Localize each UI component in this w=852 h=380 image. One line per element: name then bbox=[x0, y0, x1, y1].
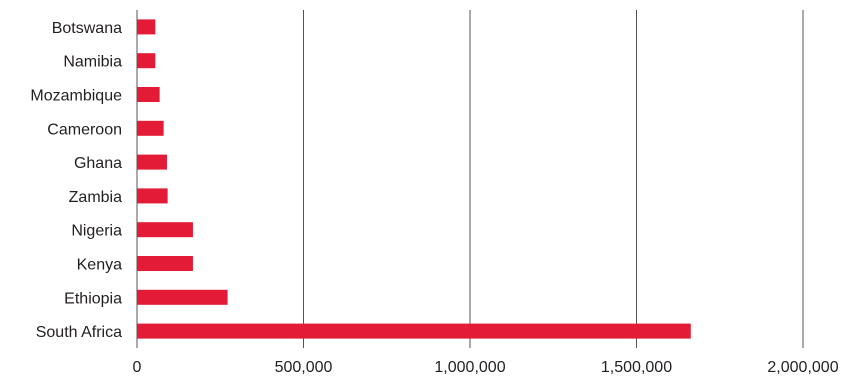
gridlines bbox=[136, 10, 804, 348]
bar bbox=[137, 154, 167, 170]
tick-labels: 0 500,000 1,000,000 1,500,000 2,000,000 bbox=[133, 359, 839, 376]
x-tick-label: 1,500,000 bbox=[601, 359, 672, 376]
category-label: Namibia bbox=[63, 54, 122, 71]
bar bbox=[137, 289, 228, 305]
x-tick-label: 500,000 bbox=[275, 359, 333, 376]
bar bbox=[137, 120, 164, 136]
category-label: Ethiopia bbox=[64, 290, 122, 307]
x-tick-label: 0 bbox=[133, 359, 142, 376]
bar bbox=[137, 53, 156, 69]
bar bbox=[137, 188, 168, 204]
category-labels: Botswana Namibia Mozambique Cameroon Ghana Za… bbox=[30, 20, 122, 341]
bars bbox=[137, 19, 691, 339]
x-tick-label: 2,000,000 bbox=[767, 359, 838, 376]
category-label: Mozambique bbox=[30, 88, 122, 105]
category-label: Kenya bbox=[77, 257, 122, 274]
bar bbox=[137, 19, 156, 35]
category-label: Botswana bbox=[52, 20, 122, 37]
bar bbox=[137, 256, 193, 271]
category-label: Cameroon bbox=[47, 121, 122, 138]
category-label: South Africa bbox=[36, 324, 122, 341]
bar bbox=[137, 323, 691, 339]
x-tick-label: 1,000,000 bbox=[434, 359, 505, 376]
category-label: Nigeria bbox=[71, 223, 122, 240]
bar bbox=[137, 87, 160, 102]
category-label: Ghana bbox=[74, 155, 122, 172]
category-label: Zambia bbox=[69, 189, 122, 206]
bar bbox=[137, 222, 193, 238]
